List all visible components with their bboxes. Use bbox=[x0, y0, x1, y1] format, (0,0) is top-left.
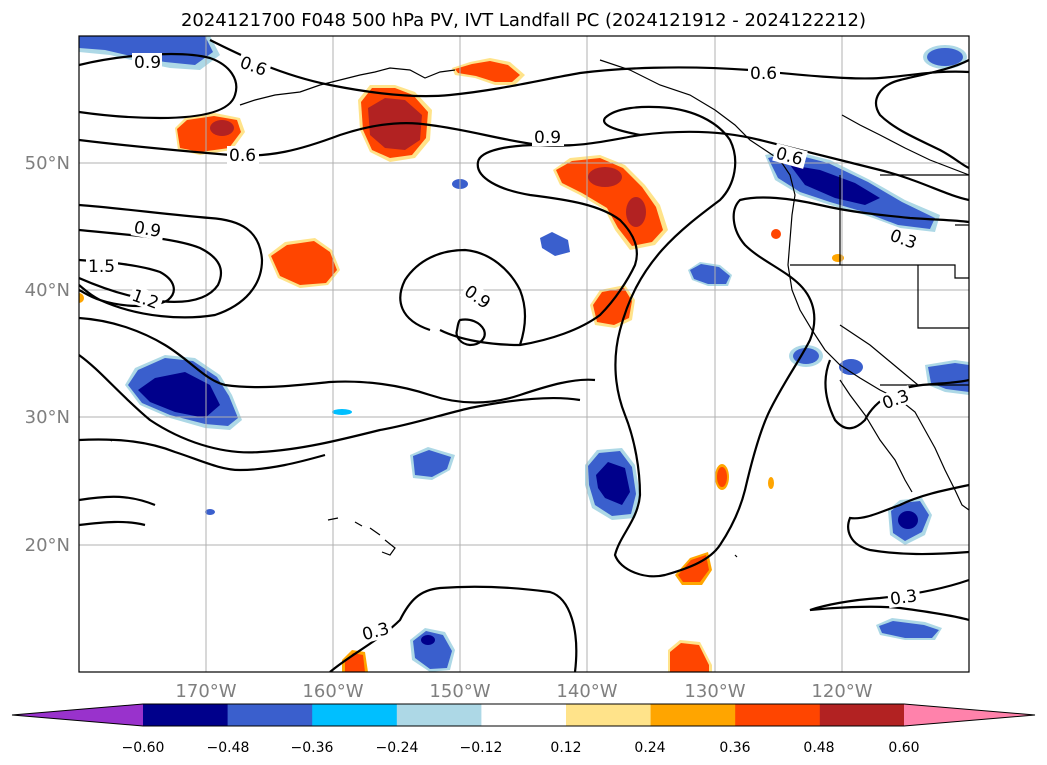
positive-anomaly-region bbox=[553, 155, 668, 250]
positive-anomaly-region bbox=[452, 58, 525, 85]
colorbar-tick-label: −0.48 bbox=[207, 740, 250, 756]
colorbar-tick-label: 0.12 bbox=[550, 740, 581, 756]
positive-anomaly-region bbox=[79, 293, 84, 303]
longitude-labels: 170°W 160°W 150°W 140°W 130°W 120°W bbox=[175, 681, 872, 702]
negative-anomaly-region bbox=[125, 355, 242, 430]
positive-anomaly-region bbox=[715, 229, 844, 490]
longitude-label: 150°W bbox=[429, 681, 490, 702]
colorbar-outline bbox=[11, 703, 1036, 727]
graticule bbox=[79, 36, 969, 672]
negative-anomaly-region bbox=[923, 45, 967, 69]
colorbar-tick-label: −0.12 bbox=[460, 740, 503, 756]
colorbar-ticks: −0.60 −0.48 −0.36 −0.24 −0.12 0.12 0.24 … bbox=[122, 740, 920, 756]
longitude-label: 140°W bbox=[556, 681, 617, 702]
colorbar bbox=[11, 703, 1036, 727]
contour-label: 0.3 bbox=[889, 586, 919, 610]
contour-label: 0.3 bbox=[360, 619, 391, 645]
colorbar-extend-min bbox=[12, 704, 143, 726]
colorbar-swatch bbox=[735, 704, 821, 726]
colorbar-swatch bbox=[566, 704, 652, 726]
contour-label: 0.9 bbox=[134, 53, 161, 73]
latitude-labels: 50°N 40°N 30°N 20°N bbox=[25, 153, 70, 556]
longitude-label: 160°W bbox=[302, 681, 363, 702]
negative-anomaly-region bbox=[876, 618, 942, 640]
anomaly-shading bbox=[79, 36, 969, 672]
colorbar-tick-label: −0.36 bbox=[291, 740, 334, 756]
colorbar-extend-max bbox=[904, 704, 1035, 726]
colorbar-tick-label: 0.24 bbox=[634, 740, 665, 756]
negative-anomaly-region bbox=[888, 498, 932, 545]
latitude-label: 50°N bbox=[25, 153, 70, 174]
contour-label: 0.9 bbox=[132, 218, 162, 242]
contour-label: 0.6 bbox=[229, 146, 256, 166]
map-frame bbox=[78, 35, 970, 673]
latitude-label: 40°N bbox=[25, 280, 70, 301]
negative-anomaly-region bbox=[765, 150, 940, 232]
positive-anomaly-region bbox=[175, 113, 245, 155]
coastlines bbox=[109, 59, 969, 558]
positive-anomaly-region bbox=[342, 640, 712, 672]
negative-anomaly-region bbox=[205, 409, 352, 515]
negative-anomaly-region bbox=[688, 262, 732, 286]
positive-anomaly-region bbox=[268, 238, 340, 288]
latitude-label: 30°N bbox=[25, 407, 70, 428]
longitude-label: 170°W bbox=[175, 681, 236, 702]
colorbar-tick-label: −0.60 bbox=[122, 740, 165, 756]
colorbar-tick-label: 0.36 bbox=[719, 740, 750, 756]
negative-anomaly-region bbox=[585, 448, 640, 520]
map-title: 2024121700 F048 500 hPa PV, IVT Landfall… bbox=[180, 10, 867, 31]
longitude-label: 120°W bbox=[811, 681, 872, 702]
colorbar-swatch bbox=[396, 704, 482, 726]
contour-label: 0.6 bbox=[750, 64, 777, 84]
colorbar-swatch bbox=[650, 704, 736, 726]
negative-anomaly-region bbox=[410, 628, 455, 672]
colorbar-tick-label: 0.60 bbox=[888, 740, 919, 756]
colorbar-swatch bbox=[312, 704, 398, 726]
contour-label: 1.5 bbox=[88, 257, 115, 277]
contour-labels: 0.9 0.6 0.6 0.9 0.6 0.6 0.9 1.5 1.2 0.9 … bbox=[86, 51, 923, 645]
colorbar-swatch bbox=[481, 704, 567, 726]
latitude-label: 20°N bbox=[25, 535, 70, 556]
colorbar-swatch bbox=[227, 704, 313, 726]
colorbar-swatch bbox=[143, 704, 229, 726]
colorbar-tick-label: −0.24 bbox=[376, 740, 419, 756]
contour-label: 0.9 bbox=[534, 128, 561, 148]
negative-anomaly-region bbox=[410, 447, 455, 480]
colorbar-swatch bbox=[819, 704, 905, 726]
longitude-label: 130°W bbox=[684, 681, 745, 702]
colorbar-tick-label: 0.48 bbox=[803, 740, 834, 756]
